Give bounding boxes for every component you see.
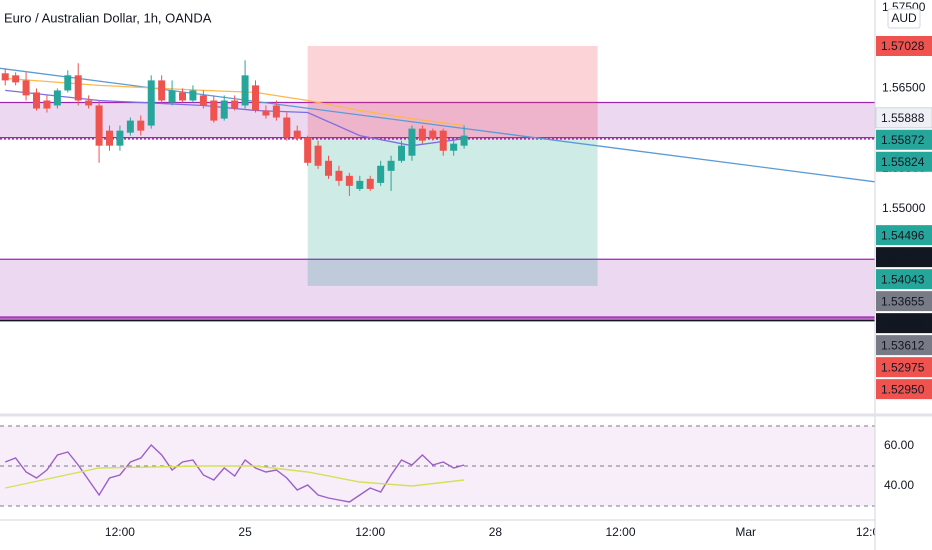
candle-body <box>189 90 197 101</box>
candle-body <box>398 145 406 161</box>
candle-body <box>304 137 312 163</box>
price-label: 1.54375 <box>881 250 925 264</box>
x-tick-label: 12:00 <box>355 525 385 539</box>
price-label: 1.54496 <box>881 228 925 242</box>
rsi-line <box>4 443 465 503</box>
candle-body <box>293 130 301 139</box>
rsi-pane <box>0 425 875 507</box>
price-label-box <box>876 35 932 56</box>
candle-body <box>272 105 280 118</box>
candle-body <box>158 80 166 101</box>
candle-body <box>95 105 103 146</box>
currency-box <box>887 8 921 29</box>
chart-title: Euro / Australian Dollar, 1h, OANDA <box>4 10 212 25</box>
candle-body <box>408 128 416 156</box>
candle-body <box>325 160 333 176</box>
candle-body <box>377 165 385 183</box>
currency: AUD <box>891 11 917 25</box>
candle-body <box>147 80 155 126</box>
price-label-box <box>876 269 932 290</box>
price-label-box <box>876 225 932 246</box>
candle-body <box>262 110 270 116</box>
candle-body <box>460 135 468 146</box>
candle-body <box>335 170 343 181</box>
candle-body <box>252 85 260 111</box>
price-label: 1.53632 <box>881 316 925 330</box>
zone <box>0 259 875 319</box>
candle-body <box>22 80 30 96</box>
price-pane <box>0 45 875 322</box>
candle-body <box>137 120 145 131</box>
price-label-box <box>876 357 932 378</box>
rsi-tick-label: 40.00 <box>884 478 914 492</box>
candle-body <box>199 95 207 106</box>
x-tick-label: Mar <box>735 525 756 539</box>
candle-body <box>387 160 395 171</box>
candle-body <box>126 120 134 133</box>
price-label-box <box>876 313 932 334</box>
candle-body <box>64 75 72 91</box>
candle-body <box>53 90 61 106</box>
zone <box>0 102 875 138</box>
moving-average <box>5 77 465 127</box>
y-tick-label: 1.55000 <box>882 201 926 215</box>
price-label: 1.57028 <box>881 39 925 53</box>
candle-body <box>1 73 9 81</box>
candle-body <box>283 117 291 138</box>
price-label: 1.55872 <box>881 133 925 147</box>
candle-body <box>74 75 82 101</box>
candle-body <box>106 130 114 146</box>
moving-average <box>5 89 465 147</box>
price-label: 1.52950 <box>881 382 925 396</box>
candle-body <box>43 100 51 109</box>
price-label-box <box>876 151 932 172</box>
y-tick-label: 1.56500 <box>882 81 926 95</box>
price-label: 1.54043 <box>881 272 925 286</box>
candle-body <box>356 180 364 189</box>
candle-body <box>12 75 20 83</box>
candle-body <box>231 100 239 109</box>
x-tick-label: 12:00 <box>606 525 636 539</box>
candle-body <box>210 100 218 121</box>
candle-body <box>179 92 187 101</box>
price-label-box <box>875 107 932 129</box>
price-label-box <box>876 291 932 312</box>
price-label-box <box>876 247 932 268</box>
price-label: 1.53612 <box>881 338 925 352</box>
candle-body <box>85 100 93 106</box>
candle-body <box>429 130 437 139</box>
price-label: 1.53655 <box>881 294 925 308</box>
candle-body <box>418 128 426 141</box>
candle-body <box>220 100 228 119</box>
position-target-zone <box>307 138 598 286</box>
x-tick-label: 12:00 <box>105 525 135 539</box>
price-label-box <box>876 379 932 400</box>
candle-body <box>116 130 124 146</box>
position-stop-zone <box>307 45 598 139</box>
x-tick-label: 25 <box>238 525 252 539</box>
candle-body <box>450 143 458 151</box>
x-tick-label: 28 <box>489 525 503 539</box>
price-label: 1.55888 <box>881 111 925 125</box>
rsi-line <box>5 465 465 489</box>
price-label: 1.55824 <box>881 155 925 169</box>
candle-body <box>33 92 41 109</box>
price-label-box <box>876 129 932 150</box>
candle-body <box>241 75 249 106</box>
price-label: 1.52975 <box>881 360 925 374</box>
price-label-box <box>876 335 932 356</box>
candle-body <box>314 145 322 166</box>
candle-body <box>439 130 447 151</box>
rsi-tick-label: 60.00 <box>884 438 914 452</box>
candle-body <box>345 175 353 186</box>
candle-body <box>366 178 374 189</box>
candle-body <box>168 90 176 103</box>
